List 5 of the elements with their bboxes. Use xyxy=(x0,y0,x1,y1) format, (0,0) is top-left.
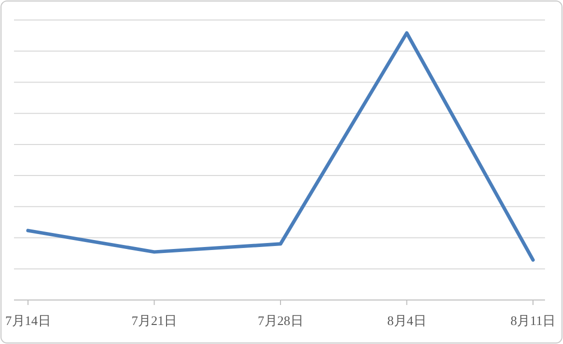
x-tick-label: 8月4日 xyxy=(387,313,426,328)
x-tick-label: 7月21日 xyxy=(132,313,177,328)
x-tick-label: 7月14日 xyxy=(5,313,51,328)
x-tick-label: 8月11日 xyxy=(510,313,556,328)
x-tick-label: 7月28日 xyxy=(258,313,304,328)
